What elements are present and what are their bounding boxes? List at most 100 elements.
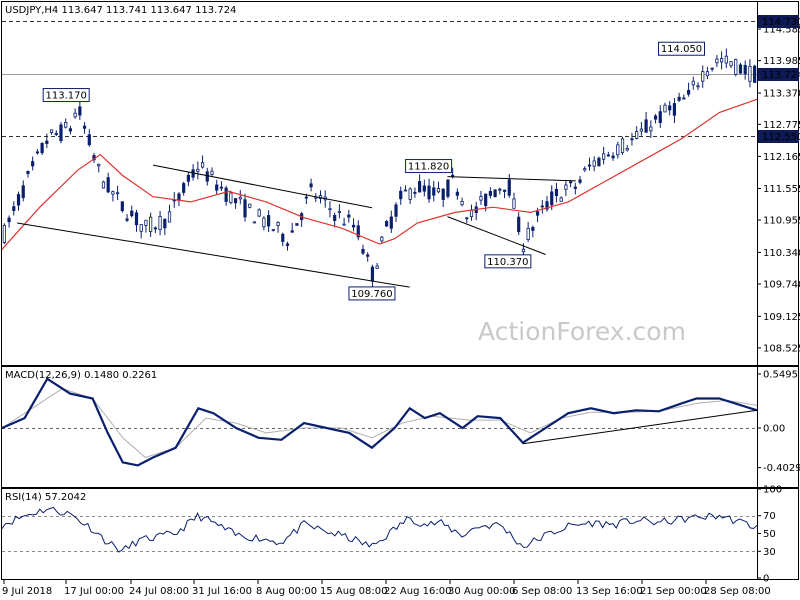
annotation-label: 114.050: [661, 44, 702, 55]
y-tick-label: 0.5495: [763, 369, 798, 380]
candle-body: [267, 215, 271, 227]
candle-body: [550, 191, 554, 206]
y-tick-label: 30: [763, 547, 776, 558]
y-tick-label: 110.955: [763, 216, 800, 227]
candle-body: [488, 191, 492, 196]
candle-body: [535, 211, 540, 216]
candle-body: [705, 71, 710, 77]
candle-body: [12, 206, 16, 211]
y-tick-label: 111.555: [763, 184, 800, 195]
candle-body: [35, 151, 39, 154]
candle-body: [163, 218, 167, 229]
candle-body: [262, 217, 266, 228]
x-tick-label: 13 Sep 16:00: [576, 586, 643, 597]
y-tick-label: 0.00: [763, 423, 785, 434]
candle-body: [602, 153, 606, 160]
candle-body: [432, 187, 436, 196]
candle-body: [436, 188, 441, 193]
candle-body: [97, 163, 101, 167]
y-tick-label: 109.740: [763, 279, 800, 290]
candle-body: [106, 177, 110, 193]
candle-body: [606, 154, 610, 157]
candle-body: [441, 188, 445, 200]
candle-body: [271, 229, 275, 231]
watermark: ActionForex.com: [478, 317, 686, 346]
candle-body: [635, 131, 639, 139]
candle-body: [21, 185, 25, 199]
candle-body: [101, 181, 106, 189]
y-tick-label: 114.585: [763, 25, 800, 36]
candle-body: [384, 221, 389, 227]
candle-body: [182, 183, 186, 193]
candle-body: [512, 198, 516, 209]
annotation-box: [484, 254, 532, 269]
candle-body: [394, 204, 398, 217]
candle-body: [446, 179, 450, 197]
candle-body: [87, 134, 91, 146]
candle-body: [616, 144, 620, 156]
candle-body: [484, 193, 488, 207]
candle-body: [73, 112, 77, 118]
candle-body: [408, 188, 412, 200]
candle-body: [125, 218, 129, 221]
level-tag: [758, 68, 799, 81]
x-tick-label: 8 Aug 00:00: [256, 586, 317, 597]
y-tick-label: 0: [763, 574, 769, 585]
y-tick-label: 113.985: [763, 56, 800, 67]
candle-body: [493, 189, 497, 198]
candle-body: [531, 227, 535, 231]
candle-body: [389, 216, 393, 229]
candle-body: [526, 227, 530, 240]
candle-body: [573, 186, 577, 189]
x-tick-label: 24 Jul 08:00: [129, 586, 189, 597]
annotation-label: 111.820: [408, 162, 449, 173]
candle-body: [144, 219, 148, 226]
x-tick-label: 30 Aug 00:00: [448, 586, 515, 597]
annotation-box: [658, 41, 705, 56]
candle-body: [427, 185, 431, 200]
x-tick-label: 28 Sep 08:00: [704, 586, 771, 597]
trendline: [17, 222, 410, 288]
candle-body: [347, 214, 351, 218]
candle-body: [502, 189, 507, 192]
moving-average-line: [1, 98, 758, 250]
candle-body: [200, 162, 205, 168]
candle-body: [16, 194, 21, 206]
candle-body: [710, 67, 714, 70]
y-tick-label: 70: [763, 511, 776, 522]
candle-body: [149, 216, 153, 232]
candle-body: [177, 193, 181, 201]
candle-body: [479, 196, 483, 201]
candle-body: [677, 96, 681, 101]
candle-body: [78, 106, 82, 116]
candle-body: [210, 170, 214, 175]
candle-body: [521, 248, 526, 253]
candle-body: [559, 197, 563, 202]
candle-body: [290, 230, 294, 233]
macd-title: MACD(12,26,9) 0.1480 0.2261: [5, 370, 157, 381]
candle-body: [639, 128, 643, 132]
y-tick-label: 50: [763, 529, 776, 540]
annotation-box: [42, 88, 90, 103]
candle-body: [219, 186, 224, 189]
x-tick-label: 6 Sep 08:00: [512, 586, 572, 597]
candle-body: [738, 64, 743, 74]
candle-body: [153, 227, 157, 230]
candle-body: [734, 59, 738, 75]
candle-body: [507, 179, 511, 196]
candle-body: [460, 200, 464, 206]
annotation-box: [405, 159, 453, 174]
annotation-label: 109.760: [351, 289, 392, 300]
candle-body: [724, 55, 728, 64]
candle-body: [45, 140, 49, 144]
candle-body: [59, 124, 63, 142]
candle-body: [720, 58, 724, 63]
candle-body: [2, 225, 6, 243]
candle-body: [422, 185, 426, 192]
candle-body: [224, 187, 228, 202]
candle-body: [54, 133, 58, 135]
candle-body: [309, 183, 313, 188]
candle-body: [545, 201, 549, 210]
candle-body: [285, 243, 290, 246]
candle-body: [366, 254, 370, 257]
